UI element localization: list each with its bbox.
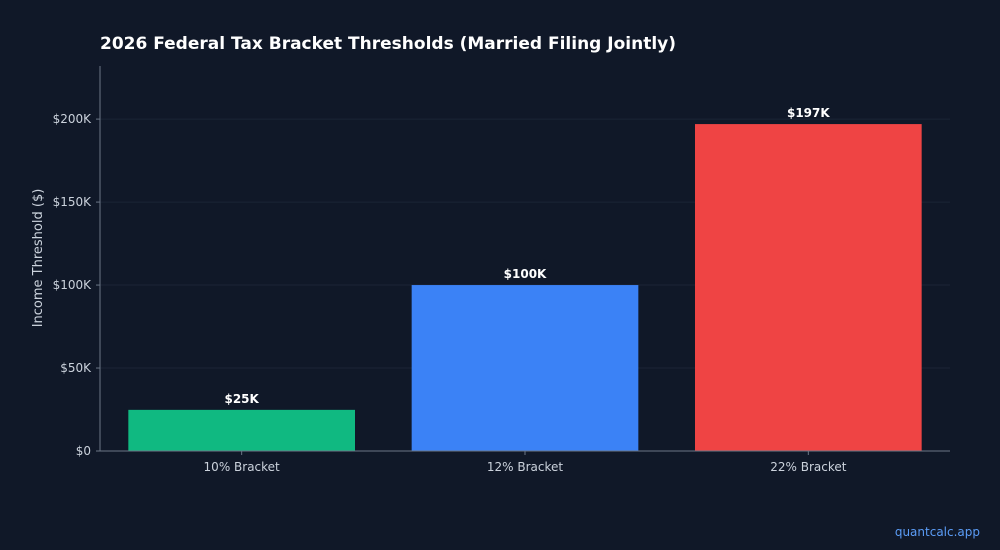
- bar: [128, 409, 355, 451]
- y-tick-label: $0: [76, 444, 91, 458]
- y-tick-label: $50K: [60, 361, 92, 375]
- y-tick-label: $150K: [53, 195, 93, 209]
- x-tick-label: 10% Bracket: [204, 460, 281, 474]
- bar: [411, 285, 639, 451]
- bar-value-label: $25K: [224, 392, 259, 406]
- chart-title: 2026 Federal Tax Bracket Thresholds (Mar…: [100, 34, 676, 54]
- bars: [128, 124, 922, 451]
- y-axis-label: Income Threshold ($): [31, 189, 46, 328]
- bar-value-label: $197K: [787, 106, 830, 120]
- data-labels: $25K $100K $197K: [224, 106, 830, 406]
- axes: $0 $50K $100K $150K $200K 10% Bracket 12% Brac…: [53, 66, 950, 474]
- x-tick-label: 12% Bracket: [487, 460, 564, 474]
- bar: [695, 124, 922, 451]
- watermark[interactable]: quantcalc.app: [894, 525, 980, 539]
- bar-value-label: $100K: [504, 267, 547, 281]
- y-tick-label: $100K: [53, 278, 93, 292]
- x-tick-label: 22% Bracket: [770, 460, 847, 474]
- y-tick-label: $200K: [53, 112, 93, 126]
